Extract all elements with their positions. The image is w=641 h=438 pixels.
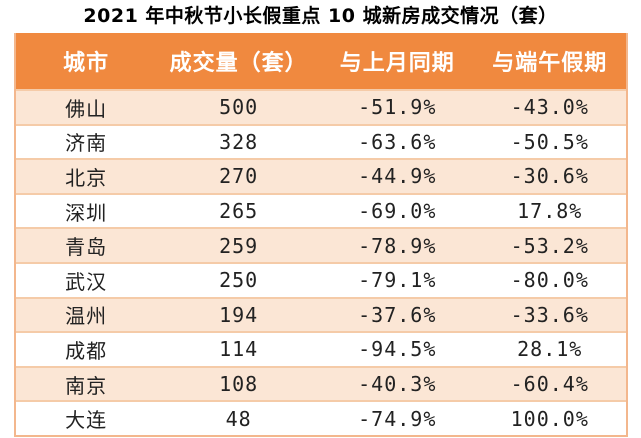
table-row: 北京 270 -44.9% -30.6% xyxy=(16,158,626,193)
cell-vs-last-month: -78.9% xyxy=(358,233,437,258)
page-title: 2021 年中秋节小长假重点 10 城新房成交情况（套） xyxy=(83,5,558,27)
cell-vs-last-month: -74.9% xyxy=(358,406,437,431)
cell-vs-duanwu: -53.2% xyxy=(510,233,589,258)
cell-volume: 270 xyxy=(219,164,259,189)
cell-vs-duanwu: -60.4% xyxy=(510,372,589,397)
cell-volume: 265 xyxy=(219,199,259,224)
cell-city: 南京 xyxy=(65,373,108,398)
cell-vs-last-month: -40.3% xyxy=(358,372,437,397)
cell-city: 青岛 xyxy=(65,235,108,260)
cell-volume: 500 xyxy=(219,95,259,120)
table-header-row: 城市 成交量（套） 与上月同期 与端午假期 xyxy=(16,33,626,89)
table-row: 深圳 265 -69.0% 17.8% xyxy=(16,192,626,228)
cell-volume: 114 xyxy=(219,337,259,362)
cell-vs-last-month: -63.6% xyxy=(358,129,437,154)
cell-city: 北京 xyxy=(65,165,108,190)
column-header-volume: 成交量（套） xyxy=(169,51,308,76)
cell-city: 武汉 xyxy=(65,269,108,294)
table-row: 南京 108 -40.3% -60.4% xyxy=(16,365,626,401)
cell-vs-duanwu: -50.5% xyxy=(510,129,589,154)
table-row: 青岛 259 -78.9% -53.2% xyxy=(16,227,626,262)
cell-vs-duanwu: 100.0% xyxy=(510,406,589,431)
cell-volume: 48 xyxy=(225,406,252,431)
cell-vs-last-month: -79.1% xyxy=(358,268,437,293)
sales-table: 城市 成交量（套） 与上月同期 与端午假期 佛山 500 -51.9% -43.… xyxy=(14,33,628,437)
cell-vs-duanwu: -80.0% xyxy=(510,268,589,293)
table-row: 济南 328 -63.6% -50.5% xyxy=(16,123,626,159)
cell-vs-duanwu: 28.1% xyxy=(517,337,583,362)
cell-city: 成都 xyxy=(65,338,108,363)
cell-city: 深圳 xyxy=(65,200,108,225)
table-row: 成都 114 -94.5% 28.1% xyxy=(16,331,626,366)
cell-volume: 108 xyxy=(219,372,259,397)
table-row: 佛山 500 -51.9% -43.0% xyxy=(16,89,626,124)
cell-city: 大连 xyxy=(65,408,108,433)
cell-vs-last-month: -94.5% xyxy=(358,337,437,362)
cell-vs-duanwu: 17.8% xyxy=(517,199,583,224)
table-row: 大连 48 -74.9% 100.0% xyxy=(16,400,626,435)
cell-vs-last-month: -44.9% xyxy=(358,164,437,189)
column-header-vs-last-month: 与上月同期 xyxy=(339,51,455,76)
cell-vs-last-month: -51.9% xyxy=(358,95,437,120)
cell-vs-last-month: -37.6% xyxy=(358,302,437,327)
cell-volume: 328 xyxy=(219,129,259,154)
cell-volume: 250 xyxy=(219,268,259,293)
table-row: 武汉 250 -79.1% -80.0% xyxy=(16,261,626,297)
column-header-vs-duanwu: 与端午假期 xyxy=(492,51,608,76)
cell-city: 济南 xyxy=(65,131,108,156)
cell-city: 佛山 xyxy=(65,96,108,121)
cell-vs-duanwu: -33.6% xyxy=(510,302,589,327)
cell-vs-duanwu: -43.0% xyxy=(510,95,589,120)
cell-vs-duanwu: -30.6% xyxy=(510,164,589,189)
table-row: 温州 194 -37.6% -33.6% xyxy=(16,296,626,332)
cell-city: 温州 xyxy=(65,304,108,329)
cell-vs-last-month: -69.0% xyxy=(358,199,437,224)
column-header-city: 城市 xyxy=(63,51,110,76)
cell-volume: 194 xyxy=(219,302,259,327)
cell-volume: 259 xyxy=(219,233,259,258)
